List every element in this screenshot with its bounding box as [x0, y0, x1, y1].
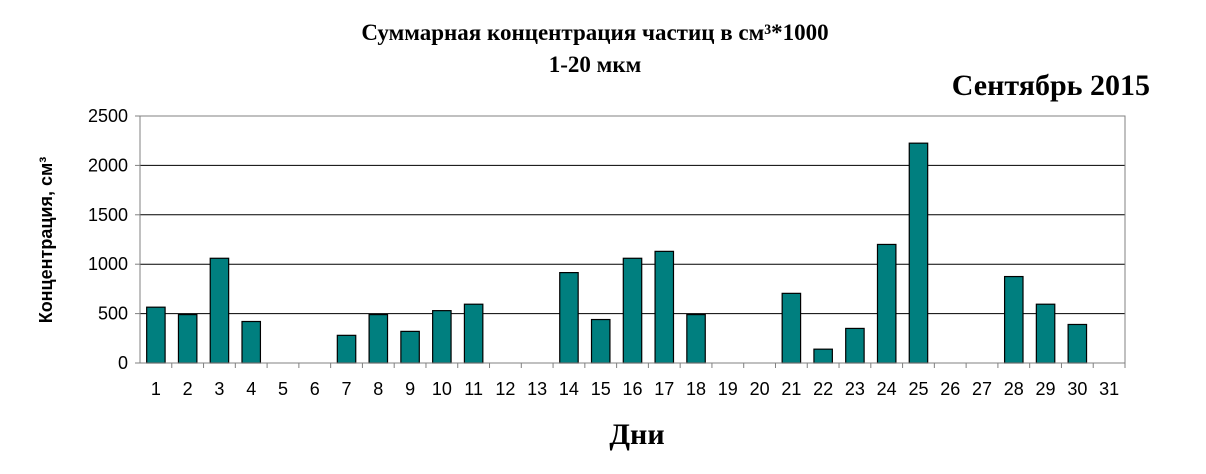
x-tick-label: 20 [750, 379, 770, 399]
x-tick-label: 29 [1036, 379, 1056, 399]
bar [813, 348, 833, 364]
x-tick-label: 26 [940, 379, 960, 399]
bar [908, 142, 929, 364]
x-tick-label: 7 [342, 379, 352, 399]
bar [368, 313, 389, 364]
y-tick-label: 500 [98, 304, 128, 324]
chart-title: Суммарная концентрация частиц в см³*1000 [361, 20, 828, 45]
x-tick-label: 2 [183, 379, 193, 399]
x-tick-label: 12 [495, 379, 515, 399]
bar [177, 313, 198, 364]
chart-period-label: Сентябрь 2015 [952, 69, 1150, 102]
bar [1003, 275, 1024, 364]
bar [686, 313, 706, 364]
axes [135, 115, 1126, 368]
x-tick-labels: 1 2 3 4 5 6 7 8 9 10 11 12 13 14 15 16 17 18 19 20 21 22 23 24 2… [151, 379, 1119, 399]
x-axis-label: Дни [609, 418, 664, 451]
bar [845, 327, 865, 364]
y-axis-label: Концентрация, см³ [36, 157, 56, 324]
x-tick-label: 25 [908, 379, 928, 399]
x-tick-label: 15 [591, 379, 611, 399]
bar [146, 306, 166, 364]
bar [654, 250, 675, 364]
x-tick-label: 31 [1099, 379, 1119, 399]
bar [241, 320, 262, 364]
x-tick-label: 28 [1004, 379, 1024, 399]
x-tick-label: 24 [877, 379, 897, 399]
x-tick-label: 14 [559, 379, 579, 399]
bar [622, 257, 643, 364]
y-tick-label: 2500 [88, 106, 128, 126]
x-tick-label: 8 [373, 379, 383, 399]
bar [209, 257, 230, 364]
bar [559, 272, 579, 364]
x-tick-label: 21 [781, 379, 801, 399]
y-tick-label: 0 [118, 353, 128, 373]
y-tick-label: 2000 [88, 155, 128, 175]
x-tick-label: 13 [527, 379, 547, 399]
x-tick-label: 10 [432, 379, 452, 399]
bar [432, 310, 452, 364]
x-tick-label: 18 [686, 379, 706, 399]
x-tick-label: 27 [972, 379, 992, 399]
bar [590, 318, 611, 364]
x-tick-label: 3 [214, 379, 224, 399]
x-tick-label: 5 [278, 379, 288, 399]
x-tick-label: 16 [622, 379, 642, 399]
bar [781, 292, 802, 364]
bar [336, 334, 357, 364]
x-tick-label: 17 [654, 379, 674, 399]
x-tick-label: 9 [405, 379, 415, 399]
bar [876, 243, 897, 364]
y-tick-labels: 0 500 1000 1500 2000 2500 [88, 106, 128, 373]
bar [463, 303, 484, 364]
plot-area-frame [139, 115, 1126, 364]
x-tick-label: 4 [246, 379, 256, 399]
chart-subtitle: 1-20 мкм [549, 52, 642, 77]
x-tick-label: 23 [845, 379, 865, 399]
x-tick-label: 1 [151, 379, 161, 399]
x-tick-label: 19 [718, 379, 738, 399]
bars [146, 142, 1088, 364]
bar [1035, 303, 1056, 364]
y-tick-label: 1500 [88, 205, 128, 225]
x-tick-label: 30 [1067, 379, 1087, 399]
bar [400, 330, 420, 364]
x-tick-label: 11 [464, 379, 483, 399]
x-tick-label: 22 [813, 379, 833, 399]
x-tick-label: 6 [310, 379, 320, 399]
bar [1067, 323, 1088, 364]
y-tick-label: 1000 [88, 254, 128, 274]
